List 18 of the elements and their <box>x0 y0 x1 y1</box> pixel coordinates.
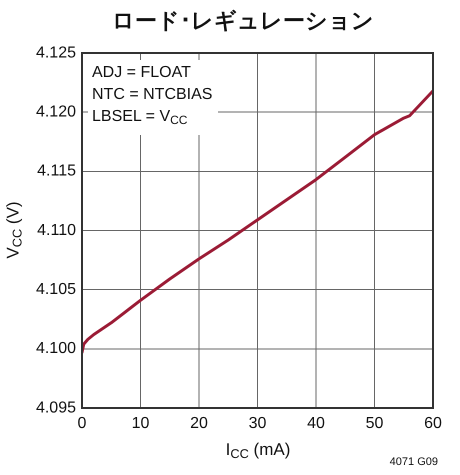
x-tick-label: 60 <box>424 415 442 432</box>
x-tick-label: 10 <box>132 415 150 432</box>
y-tick-label: 4.120 <box>36 104 76 121</box>
x-tick-label: 50 <box>366 415 384 432</box>
y-tick-label: 4.115 <box>37 162 76 180</box>
x-axis-title: I$_{CC}$ (mA) <box>226 440 290 462</box>
y-tick-label: 4.100 <box>36 340 76 358</box>
x-tick-label: 40 <box>307 415 325 432</box>
chart-title: ロード･レギュレーション <box>112 8 374 36</box>
text: 4071 G09 <box>390 456 438 468</box>
y-tick-label: 4.110 <box>37 222 76 239</box>
y-tick-label: 4.125 <box>36 44 76 62</box>
y-tick-label: 4.095 <box>36 399 76 416</box>
x-tick-label: 0 <box>78 415 87 432</box>
x-tick-label: 30 <box>248 415 266 432</box>
x-tick-label: 20 <box>190 415 208 432</box>
y-tick-label: 4.105 <box>36 281 76 298</box>
annotation: ADJ = FLOAT NTC = NTCBIAS LBSEL = V$_{CC}$ <box>88 60 218 135</box>
